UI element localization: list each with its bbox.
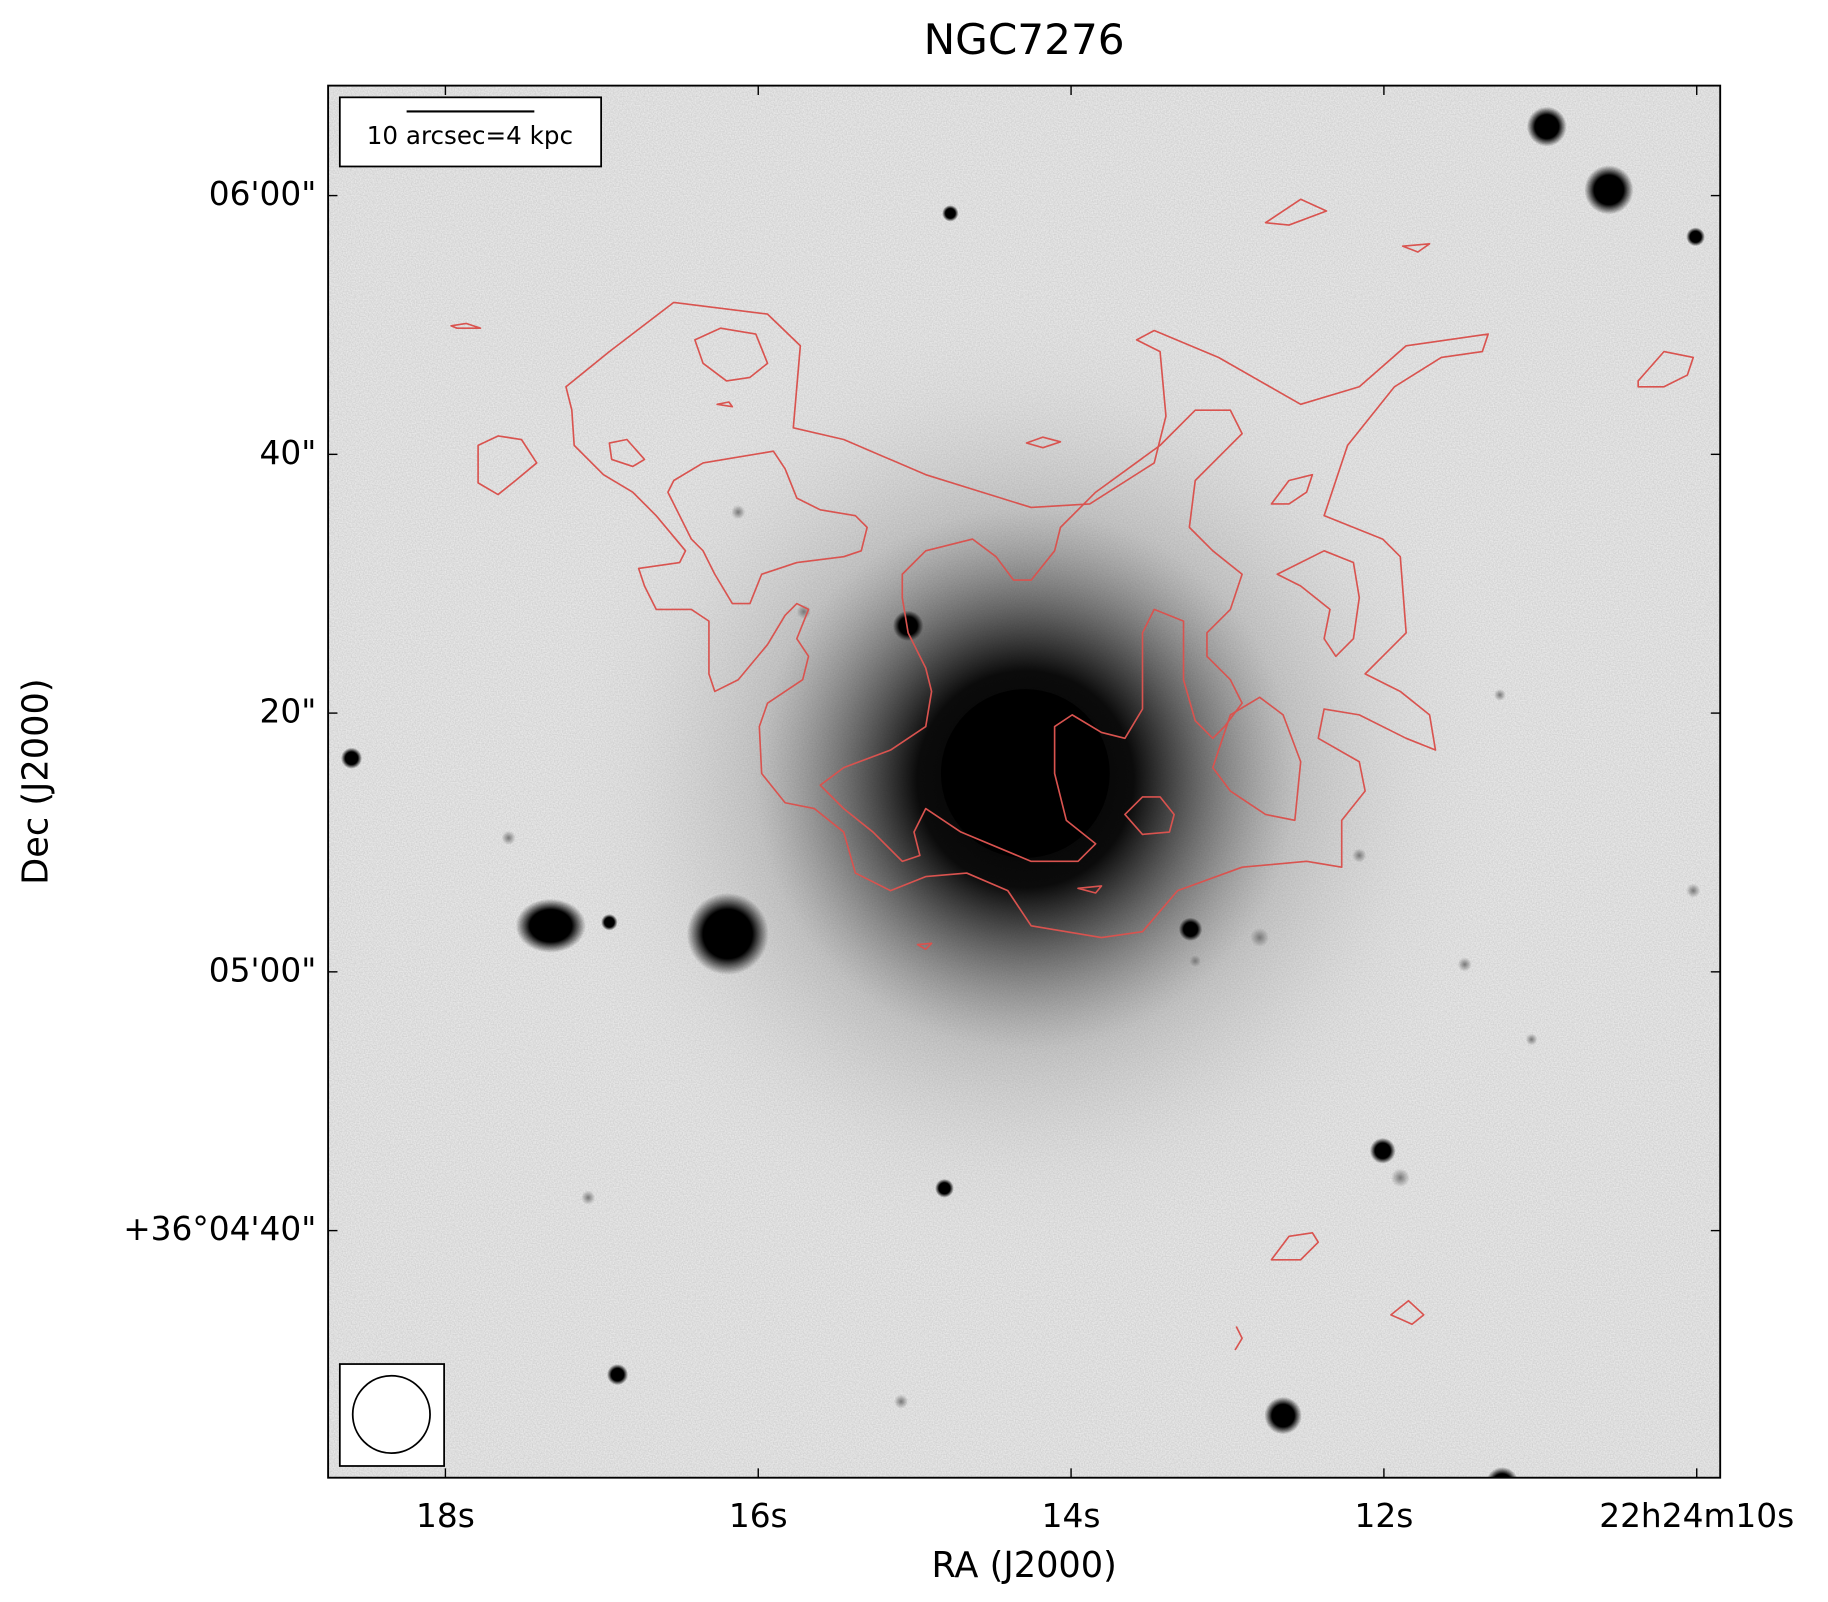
- faint-star: [1494, 689, 1506, 701]
- star: [1178, 917, 1203, 942]
- x-tick-label: 22h24m10s: [1599, 1497, 1794, 1535]
- contour: [1124, 796, 1175, 836]
- contour: [1077, 885, 1103, 894]
- x-axis-label: RA (J2000): [931, 1545, 1116, 1586]
- contour: [1025, 436, 1062, 449]
- faint-star: [731, 505, 746, 520]
- contour: [1401, 242, 1431, 253]
- star: [686, 892, 769, 976]
- faint-star: [501, 830, 516, 845]
- contour: [477, 435, 538, 496]
- contour: [1264, 198, 1328, 226]
- star: [601, 914, 618, 931]
- contour: [916, 942, 933, 951]
- star: [606, 1364, 629, 1386]
- x-tick-label: 16s: [729, 1497, 788, 1535]
- faint-star: [1390, 1168, 1410, 1188]
- y-axis-label: Dec (J2000): [15, 678, 56, 884]
- faint-star: [1189, 955, 1202, 967]
- scalebar-box: [338, 96, 603, 168]
- star: [1584, 165, 1634, 215]
- galaxy-core: [940, 689, 1110, 858]
- scalebar-label: 10 arcsec=4 kpc: [367, 121, 573, 150]
- star: [935, 1178, 954, 1198]
- contour: [1234, 1326, 1243, 1351]
- x-tick-label: 12s: [1354, 1497, 1413, 1535]
- star: [515, 898, 586, 953]
- star: [1526, 106, 1567, 147]
- contour: [694, 327, 769, 382]
- stars: [340, 106, 1705, 1478]
- faint-star: [1250, 928, 1270, 947]
- star: [340, 747, 363, 769]
- contour: [667, 450, 868, 605]
- x-tick-label: 18s: [416, 1497, 475, 1535]
- contours: [450, 198, 1695, 1351]
- contour: [1390, 1299, 1425, 1326]
- y-tick-label: +36°04'40": [123, 1210, 316, 1248]
- faint-star: [1352, 848, 1367, 863]
- star: [1686, 227, 1705, 247]
- y-tick-label: 06'00": [209, 175, 317, 213]
- y-tick-label: 40": [260, 434, 317, 472]
- faint-star: [894, 1394, 909, 1409]
- faint-star: [1525, 1033, 1538, 1046]
- contour: [608, 438, 646, 468]
- faint-star: [1686, 883, 1701, 898]
- contour: [565, 301, 1489, 939]
- y-tick-label: 20": [260, 693, 317, 731]
- image: [328, 85, 1721, 1478]
- beam-box: [338, 1363, 445, 1467]
- contour: [1211, 696, 1302, 822]
- star: [1264, 1396, 1302, 1435]
- star: [942, 205, 959, 222]
- x-tick-label: 14s: [1042, 1497, 1101, 1535]
- faint-star: [581, 1190, 596, 1205]
- y-tick-label: 05'00": [209, 951, 317, 989]
- contour: [450, 322, 482, 330]
- contour: [1637, 350, 1695, 388]
- contour: [1270, 1231, 1320, 1261]
- contour: [1270, 473, 1314, 505]
- plot-frame: [327, 84, 1722, 1479]
- contour: [819, 409, 1243, 863]
- chart-title: NGC7276: [924, 15, 1125, 64]
- star: [1369, 1137, 1396, 1164]
- faint-star: [1457, 957, 1472, 972]
- contour: [1276, 550, 1361, 658]
- star: [1486, 1467, 1518, 1478]
- contour: [716, 401, 734, 408]
- beam: [351, 1374, 431, 1454]
- star: [892, 610, 924, 642]
